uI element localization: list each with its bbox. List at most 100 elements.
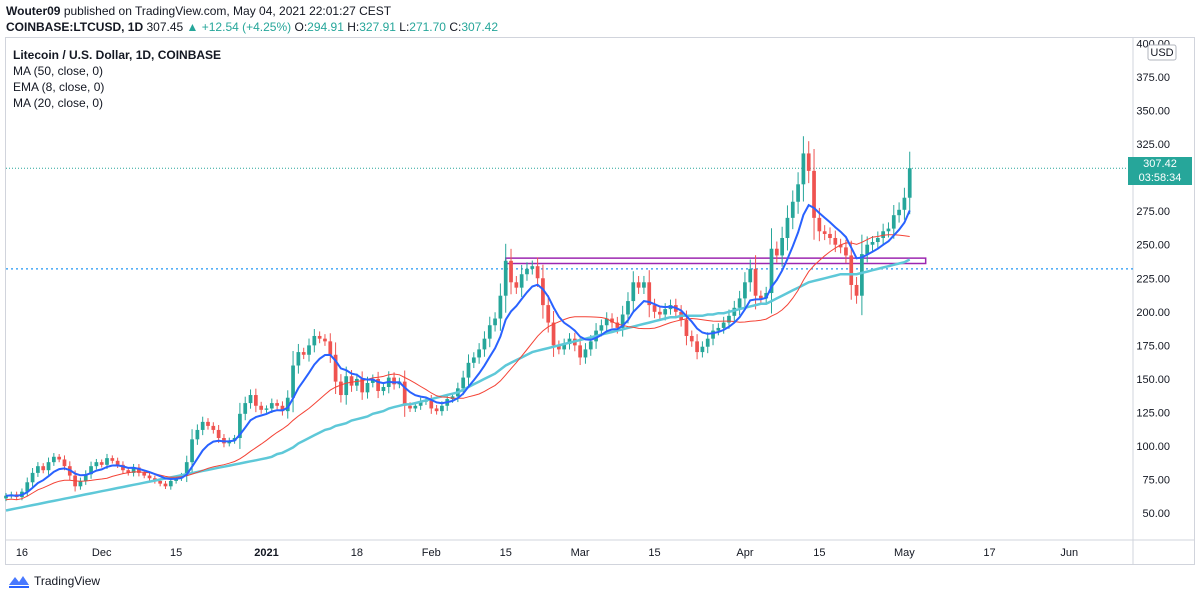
y-tick-label: 275.00 xyxy=(1136,206,1170,218)
candle-body xyxy=(790,201,795,218)
footer-brand[interactable]: TradingView xyxy=(34,574,101,588)
y-tick-label: 325.00 xyxy=(1136,139,1170,151)
candle-body xyxy=(354,378,359,386)
candle-body xyxy=(578,345,582,358)
candle-body xyxy=(158,480,163,484)
candle-body xyxy=(392,377,396,385)
candle-body xyxy=(849,255,854,285)
legend-ema8[interactable]: EMA (8, close, 0) xyxy=(13,80,105,94)
open-label: O: xyxy=(294,20,308,34)
candle-body xyxy=(817,217,822,232)
candle-body xyxy=(588,341,593,350)
candle-body xyxy=(57,456,62,460)
candle-body xyxy=(658,311,662,315)
candle-body xyxy=(737,298,742,308)
candle-body xyxy=(716,327,721,331)
candle-body xyxy=(466,362,471,378)
candle-body xyxy=(317,335,322,339)
candle-body xyxy=(732,307,737,316)
candle-body xyxy=(147,475,152,479)
candle-body xyxy=(168,480,173,487)
candle-body xyxy=(280,405,285,412)
candle-body xyxy=(360,378,365,393)
candle-body xyxy=(471,357,476,363)
candle-body xyxy=(636,282,641,288)
candle-body xyxy=(769,248,774,294)
candle-body xyxy=(323,338,327,342)
candle-body xyxy=(541,278,545,306)
candle-body xyxy=(46,462,51,471)
candle-body xyxy=(806,153,811,171)
candle-body xyxy=(684,319,689,336)
candle-body xyxy=(99,462,104,465)
last-price-tag: 307.42 xyxy=(1128,157,1192,171)
y-tick-label: 75.00 xyxy=(1142,475,1170,487)
candle-body xyxy=(83,474,88,481)
candle-body xyxy=(907,168,912,198)
candle-body xyxy=(551,322,556,346)
candle-body xyxy=(865,244,870,255)
x-tick-label: 17 xyxy=(983,547,995,559)
candle-body xyxy=(121,464,125,471)
y-tick-label: 150.00 xyxy=(1136,374,1170,386)
candle-body xyxy=(248,395,253,404)
candle-body xyxy=(105,458,109,465)
candle-body xyxy=(408,405,412,409)
candle-body xyxy=(743,282,747,299)
ema8-line xyxy=(5,203,911,497)
author-name[interactable]: Wouter09 xyxy=(6,4,61,18)
candle-body xyxy=(62,459,67,467)
x-tick-label: 15 xyxy=(170,547,182,559)
x-tick-label: 2021 xyxy=(254,547,278,559)
candle-body xyxy=(291,365,295,398)
candle-body xyxy=(519,274,524,288)
candle-body xyxy=(514,282,519,288)
y-tick-label: 375.00 xyxy=(1136,72,1170,84)
candle-body xyxy=(689,335,694,342)
candle-body xyxy=(583,349,588,358)
candle-body xyxy=(51,456,56,463)
candle-body xyxy=(599,325,604,331)
candle-body xyxy=(137,467,141,473)
candle-body xyxy=(264,408,269,410)
candle-body xyxy=(759,295,763,299)
candle-body xyxy=(307,345,311,355)
candle-body xyxy=(546,305,551,323)
countdown-tag: 03:58:34 xyxy=(1128,171,1192,185)
open-value: 294.91 xyxy=(307,20,344,34)
candle-body xyxy=(897,209,901,216)
candle-body xyxy=(711,330,715,339)
y-tick-label: 250.00 xyxy=(1136,240,1170,252)
x-tick-label: 16 xyxy=(16,547,28,559)
legend-ma50[interactable]: MA (50, close, 0) xyxy=(13,64,104,78)
candle-body xyxy=(206,421,210,426)
x-tick-label: 15 xyxy=(648,547,660,559)
candle-body xyxy=(785,217,790,238)
candle-body xyxy=(886,228,891,232)
candle-body xyxy=(562,344,567,350)
candle-body xyxy=(796,184,800,202)
low-value: 271.70 xyxy=(409,20,446,34)
y-tick-label: 175.00 xyxy=(1136,340,1170,352)
candle-body xyxy=(860,254,864,296)
x-tick-label: Dec xyxy=(92,547,112,559)
candle-body xyxy=(142,472,147,476)
candle-body xyxy=(875,237,880,243)
candle-body xyxy=(631,282,636,302)
candle-body xyxy=(844,247,848,256)
candle-body xyxy=(110,458,115,461)
high-value: 327.91 xyxy=(359,20,396,34)
candle-body xyxy=(647,282,652,306)
candle-body xyxy=(891,215,896,229)
candle-body xyxy=(620,314,625,328)
candle-body xyxy=(78,480,83,487)
candle-body xyxy=(328,341,333,355)
candle-body xyxy=(812,170,816,218)
candle-body xyxy=(535,266,540,279)
y-tick-label: 200.00 xyxy=(1136,307,1170,319)
legend-ma20[interactable]: MA (20, close, 0) xyxy=(13,96,104,110)
ohlc-row: COINBASE:LTCUSD, 1D 307.45 ▲ +12.54 (+4.… xyxy=(6,19,498,35)
last-price: 307.45 xyxy=(146,20,184,34)
candle-body xyxy=(41,466,46,471)
